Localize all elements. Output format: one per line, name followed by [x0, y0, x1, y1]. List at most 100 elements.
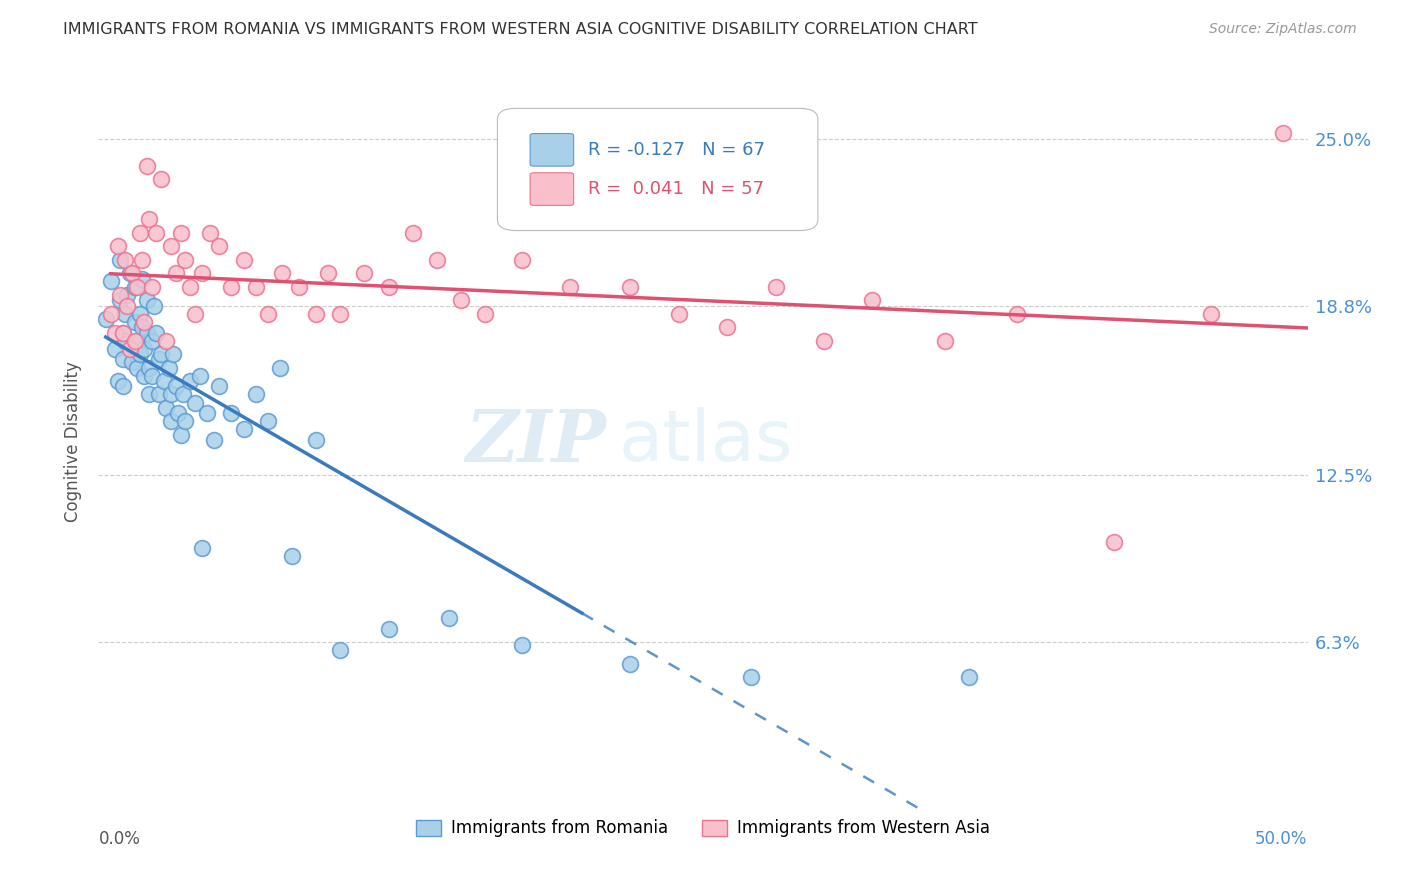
Point [155, 334, 177, 348]
Point [1272, 126, 1295, 140]
Point [271, 266, 294, 280]
Point [740, 670, 762, 684]
Point [121, 266, 143, 280]
Point [437, 611, 460, 625]
Point [121, 355, 143, 369]
Point [150, 172, 173, 186]
Point [100, 307, 122, 321]
Point [114, 334, 136, 348]
Point [141, 368, 163, 383]
Point [128, 347, 150, 361]
Point [305, 307, 328, 321]
Point [135, 326, 157, 340]
Text: R =  0.041   N = 57: R = 0.041 N = 57 [588, 180, 765, 198]
FancyBboxPatch shape [498, 108, 818, 230]
Point [269, 360, 291, 375]
Point [141, 334, 163, 348]
Point [377, 279, 399, 293]
Point [353, 266, 375, 280]
Point [174, 252, 197, 267]
Point [860, 293, 883, 308]
Point [184, 395, 207, 409]
Point [288, 279, 311, 293]
Point [204, 433, 226, 447]
Point [114, 252, 136, 267]
Point [118, 342, 141, 356]
Point [127, 334, 149, 348]
Point [316, 266, 339, 280]
Point [668, 307, 690, 321]
Text: atlas: atlas [619, 407, 793, 476]
Point [167, 406, 190, 420]
Point [191, 266, 214, 280]
Point [474, 307, 496, 321]
Point [160, 414, 183, 428]
Point [934, 334, 956, 348]
Point [558, 279, 581, 293]
Text: 0.0%: 0.0% [98, 830, 141, 848]
Point [232, 422, 254, 436]
Point [138, 387, 160, 401]
Point [135, 293, 157, 308]
Point [619, 279, 641, 293]
Point [145, 226, 167, 240]
FancyBboxPatch shape [530, 134, 574, 166]
Point [100, 274, 122, 288]
Point [208, 239, 231, 253]
Point [172, 387, 194, 401]
Point [221, 279, 243, 293]
Point [305, 433, 328, 447]
Point [131, 252, 153, 267]
Point [111, 352, 134, 367]
Point [165, 266, 187, 280]
Point [138, 212, 160, 227]
Point [141, 279, 163, 293]
Point [377, 622, 399, 636]
Point [134, 342, 156, 356]
Point [510, 638, 533, 652]
Text: Source: ZipAtlas.com: Source: ZipAtlas.com [1209, 22, 1357, 37]
Point [174, 414, 197, 428]
Point [111, 326, 134, 340]
Text: 50.0%: 50.0% [1256, 830, 1308, 848]
Point [148, 387, 170, 401]
Point [765, 279, 787, 293]
Point [134, 368, 156, 383]
Point [114, 307, 136, 321]
Point [256, 307, 278, 321]
Point [148, 352, 170, 367]
Text: ZIP: ZIP [465, 406, 606, 477]
Point [128, 226, 150, 240]
Point [124, 279, 146, 293]
Point [195, 406, 218, 420]
Point [510, 252, 533, 267]
Point [221, 406, 243, 420]
Point [145, 326, 167, 340]
Point [128, 307, 150, 321]
Point [813, 334, 835, 348]
Point [450, 293, 472, 308]
Text: IMMIGRANTS FROM ROMANIA VS IMMIGRANTS FROM WESTERN ASIA COGNITIVE DISABILITY COR: IMMIGRANTS FROM ROMANIA VS IMMIGRANTS FR… [63, 22, 979, 37]
Point [1007, 307, 1029, 321]
FancyBboxPatch shape [530, 173, 574, 205]
Point [131, 320, 153, 334]
Point [104, 342, 127, 356]
Point [179, 279, 201, 293]
Point [127, 360, 149, 375]
Point [329, 307, 352, 321]
Point [245, 279, 267, 293]
Point [1199, 307, 1222, 321]
Point [134, 315, 156, 329]
Point [152, 374, 174, 388]
Point [135, 159, 157, 173]
Point [188, 368, 211, 383]
Point [179, 374, 201, 388]
Point [124, 334, 146, 348]
Point [108, 288, 131, 302]
Point [169, 427, 191, 442]
Point [107, 239, 129, 253]
Point [208, 379, 231, 393]
Point [94, 312, 117, 326]
Point [150, 347, 173, 361]
Point [256, 414, 278, 428]
